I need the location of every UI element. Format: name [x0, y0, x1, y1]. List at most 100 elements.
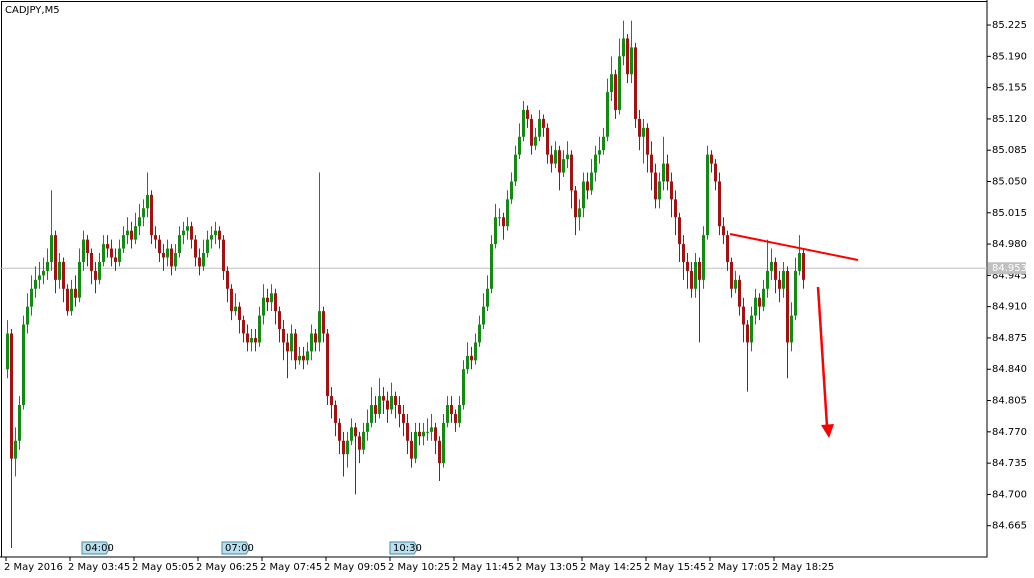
candle-body: [462, 369, 465, 406]
candle-body: [6, 333, 9, 370]
y-tick-label: 85.190: [992, 51, 1027, 62]
candle-body: [38, 275, 41, 280]
candle-body: [494, 217, 497, 245]
candle-body: [522, 109, 525, 137]
candle-body: [514, 154, 517, 182]
candle-body: [94, 270, 97, 280]
candle-body: [226, 270, 229, 289]
candle-body: [638, 118, 641, 137]
candle-body: [342, 440, 345, 455]
y-tick-label: 84.910: [992, 302, 1027, 313]
candle-body: [162, 253, 165, 258]
candle-body: [502, 217, 505, 227]
candle-body: [214, 230, 217, 236]
candle-body: [70, 288, 73, 312]
candle-body: [734, 279, 737, 289]
current-price-box: [988, 262, 1026, 275]
candle-body: [730, 261, 733, 289]
candle-body: [30, 288, 33, 307]
x-tick-label: 2 May 07:45: [260, 562, 322, 573]
candle-body: [682, 244, 685, 262]
candle-body: [270, 293, 273, 303]
candle-body: [290, 333, 293, 352]
candle-body: [66, 288, 69, 312]
candle-body: [406, 422, 409, 441]
candle-body: [706, 154, 709, 236]
candle-body: [566, 154, 569, 160]
candle-body: [362, 431, 365, 450]
candle-body: [666, 163, 669, 182]
candle-body: [606, 92, 609, 137]
candle-body: [186, 226, 189, 231]
candle-body: [238, 306, 241, 321]
candle-body: [82, 239, 85, 262]
x-tick-label: 2 May 11:45: [452, 562, 514, 573]
candle-body: [726, 235, 729, 262]
candle-body: [422, 431, 425, 437]
candle-body: [86, 239, 89, 254]
candle-body: [174, 253, 177, 267]
candle-body: [198, 257, 201, 267]
candle-body: [486, 288, 489, 307]
candle-body: [762, 288, 765, 307]
candle-body: [130, 230, 133, 240]
y-tick-label: 84.840: [992, 364, 1027, 375]
candle-body: [442, 422, 445, 464]
candle-body: [74, 288, 77, 298]
candle-body: [746, 324, 749, 343]
x-tick-label: 2 May 15:45: [644, 562, 706, 573]
candle-body: [554, 150, 557, 164]
candle-body: [382, 396, 385, 401]
candle-body: [294, 333, 297, 361]
candle-body: [330, 396, 333, 406]
candle-body: [658, 181, 661, 200]
period-marker-box: [389, 541, 419, 555]
y-tick-label: 84.980: [992, 239, 1027, 250]
period-marker-label: 04:00: [85, 543, 114, 554]
candle-body: [378, 396, 381, 414]
candle-body: [374, 405, 377, 414]
candle-body: [722, 226, 725, 236]
candle-body: [142, 208, 145, 218]
candle-body: [26, 306, 29, 325]
period-marker-label: 07:00: [225, 543, 254, 554]
candle-body: [286, 342, 289, 352]
candle-body: [318, 311, 321, 343]
candle-body: [322, 311, 325, 334]
arrow-head: [821, 424, 834, 438]
candle-body: [194, 239, 197, 258]
y-tick-label: 85.225: [992, 20, 1027, 31]
candle-body: [138, 217, 141, 227]
candle-body: [678, 217, 681, 245]
x-tick-label: 2 May 03:45: [68, 562, 130, 573]
candle-body: [778, 279, 781, 289]
candle-body: [262, 297, 265, 316]
candle-body: [482, 306, 485, 325]
y-tick-label: 84.875: [992, 333, 1027, 344]
candle-body: [306, 351, 309, 361]
candle-body: [786, 270, 789, 343]
chart-title: CADJPY,M5: [5, 5, 60, 16]
candle-body: [626, 38, 629, 75]
candle-body: [126, 230, 129, 236]
candle-body: [754, 297, 757, 316]
candle-body: [562, 159, 565, 173]
candle-body: [370, 405, 373, 423]
candle-body: [90, 253, 93, 271]
candle-body: [18, 405, 21, 441]
candle-body: [254, 337, 257, 343]
candle-body: [326, 333, 329, 397]
candle-body: [698, 261, 701, 280]
candle-body: [470, 355, 473, 361]
candle-body: [690, 270, 693, 289]
y-tick-label: 85.015: [992, 208, 1027, 219]
candle-body: [266, 297, 269, 303]
candle-body: [506, 199, 509, 227]
candle-body: [534, 136, 537, 146]
candle-body: [166, 248, 169, 258]
candle-body: [766, 270, 769, 289]
candle-body: [398, 405, 401, 414]
candle-body: [570, 154, 573, 191]
